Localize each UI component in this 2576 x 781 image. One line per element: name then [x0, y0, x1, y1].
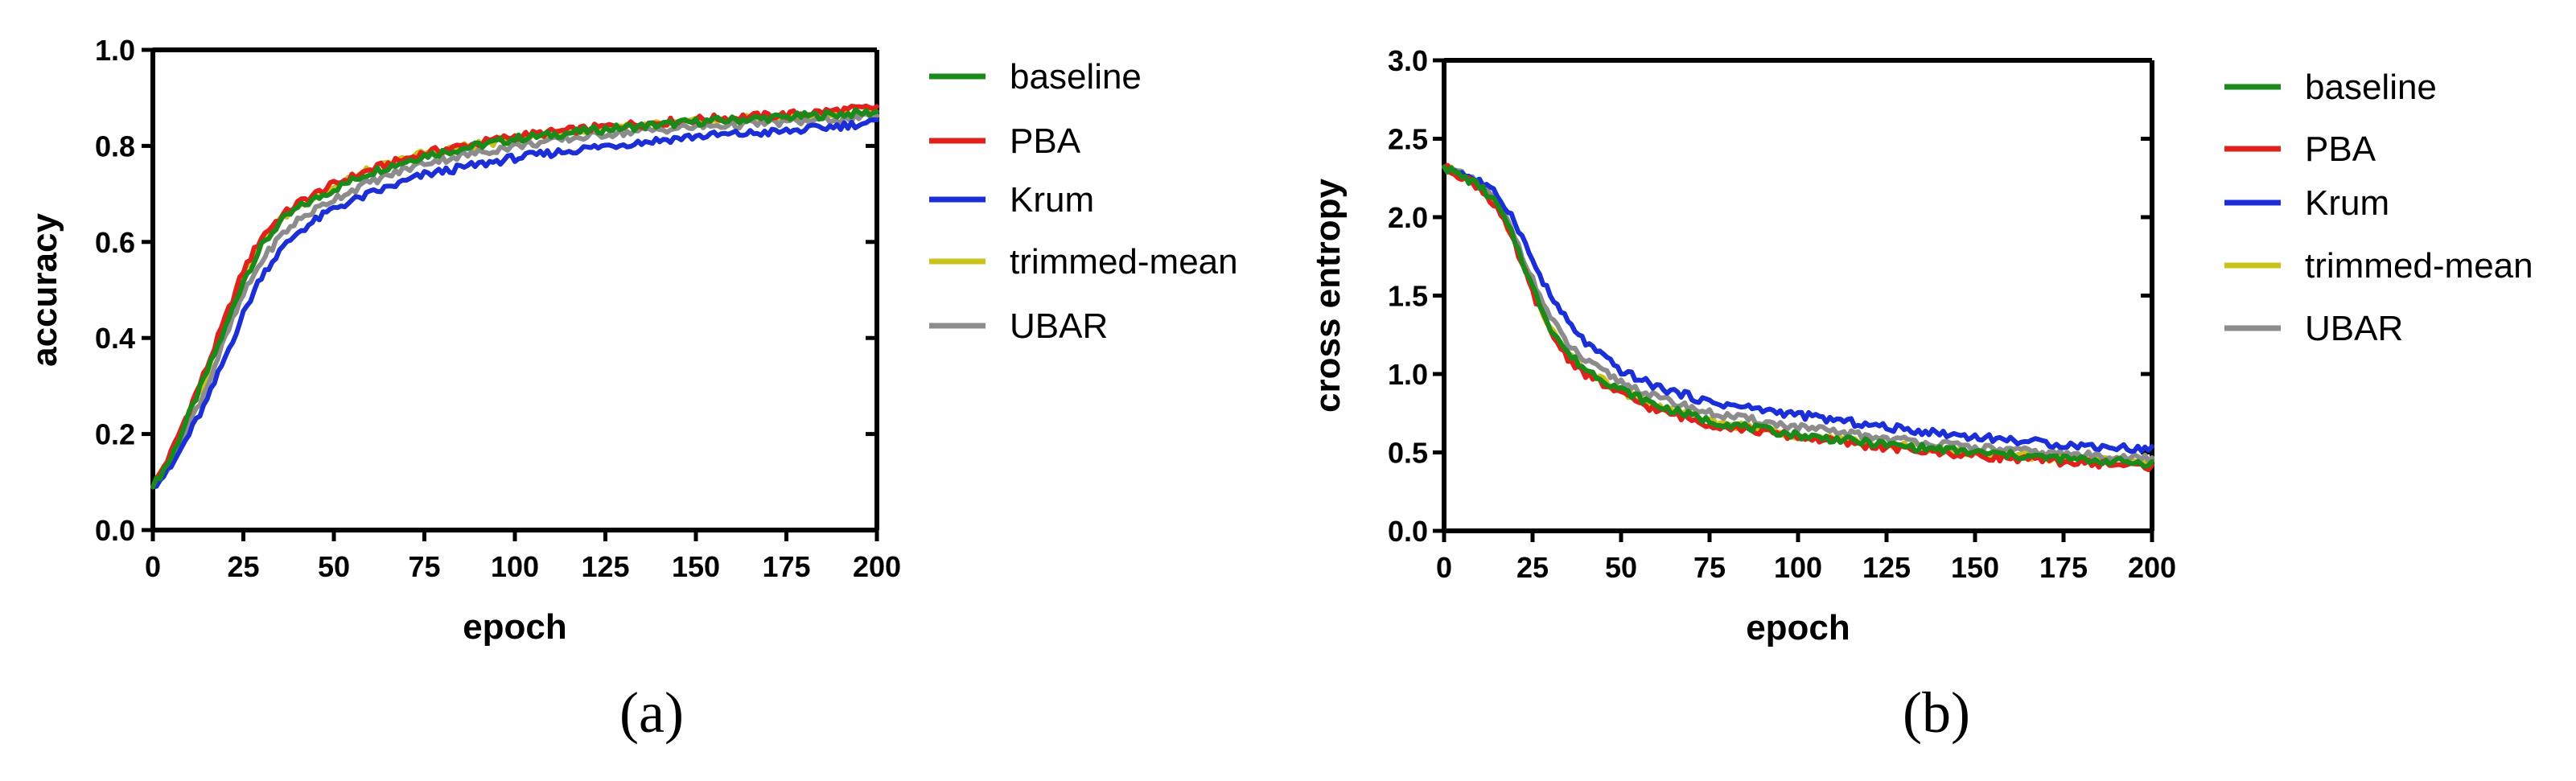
- series-line-krum: [1442, 164, 2154, 454]
- y-tick-label: 3.0: [1388, 44, 1428, 77]
- series-line-krum: [150, 117, 879, 490]
- y-tick-label: 0.0: [95, 514, 135, 547]
- panel-b: 0.0 0.5 1.0 1.5 2.0 2.5 3.0 0 25 50 75 100 125 150 175…: [1308, 44, 2533, 745]
- x-tick-label: 50: [318, 550, 350, 583]
- x-tick-label: 175: [2039, 551, 2088, 584]
- y-tick-label: 2.5: [1388, 123, 1428, 156]
- x-tick-label: 200: [2128, 551, 2176, 584]
- y-tick-label: 0.0: [1388, 515, 1428, 548]
- x-tick-label: 125: [581, 550, 629, 583]
- x-tick-label: 0: [1436, 551, 1452, 584]
- y-tick-label: 2.0: [1388, 201, 1428, 234]
- legend-label-baseline: baseline: [2305, 68, 2437, 107]
- series-line-trimmed-mean: [150, 107, 879, 490]
- x-tick-label: 150: [672, 550, 720, 583]
- y-tick-label: 1.5: [1388, 280, 1428, 313]
- series-line-ubar: [1442, 164, 2154, 464]
- legend-label-trimmed-mean: trimmed-mean: [1010, 242, 1238, 282]
- panel-a: 0.0 0.2 0.4 0.6 0.8 1.0 0 25 50 75 100 125 150 175 200…: [25, 34, 1238, 745]
- x-tick-label: 75: [408, 550, 440, 583]
- y-tick-label: 0.2: [95, 418, 135, 451]
- x-tick-label: 75: [1693, 551, 1726, 584]
- legend-label-ubar: UBAR: [1010, 306, 1108, 346]
- y-tick-label: 0.8: [95, 129, 135, 162]
- y-tick-label: 1.0: [1388, 358, 1428, 391]
- series-line-baseline: [150, 107, 879, 490]
- series-line-pba: [150, 103, 879, 490]
- legend-label-krum: Krum: [1010, 180, 1094, 220]
- legend-label-krum: Krum: [2305, 183, 2389, 223]
- panel-label: (b): [1903, 680, 1970, 745]
- y-tick-label: 0.6: [95, 226, 135, 259]
- legend-label-trimmed-mean: trimmed-mean: [2305, 246, 2533, 286]
- x-tick-label: 125: [1862, 551, 1911, 584]
- y-axis-title: cross entropy: [1308, 178, 1348, 413]
- x-axis-title: epoch: [1746, 608, 1850, 647]
- legend-label-pba: PBA: [1010, 121, 1081, 161]
- x-tick-label: 200: [853, 550, 901, 583]
- y-axis-title: accuracy: [25, 213, 64, 367]
- x-axis-title: epoch: [463, 607, 567, 647]
- x-tick-label: 175: [762, 550, 810, 583]
- x-tick-label: 150: [1951, 551, 1999, 584]
- x-tick-label: 100: [1774, 551, 1822, 584]
- y-tick-label: 0.4: [95, 322, 135, 355]
- legend-label-pba: PBA: [2305, 129, 2376, 169]
- x-tick-label: 25: [227, 550, 259, 583]
- y-tick-label: 1.0: [95, 34, 135, 67]
- x-tick-label: 100: [491, 550, 539, 583]
- panel-label: (a): [619, 680, 684, 745]
- y-tick-label: 0.5: [1388, 437, 1428, 470]
- x-tick-label: 25: [1516, 551, 1549, 584]
- legend-label-ubar: UBAR: [2305, 309, 2403, 348]
- series-line-ubar: [150, 111, 879, 490]
- x-tick-label: 50: [1605, 551, 1637, 584]
- x-tick-label: 0: [145, 550, 161, 583]
- series-line-baseline: [1442, 164, 2154, 470]
- legend-label-baseline: baseline: [1010, 57, 1142, 97]
